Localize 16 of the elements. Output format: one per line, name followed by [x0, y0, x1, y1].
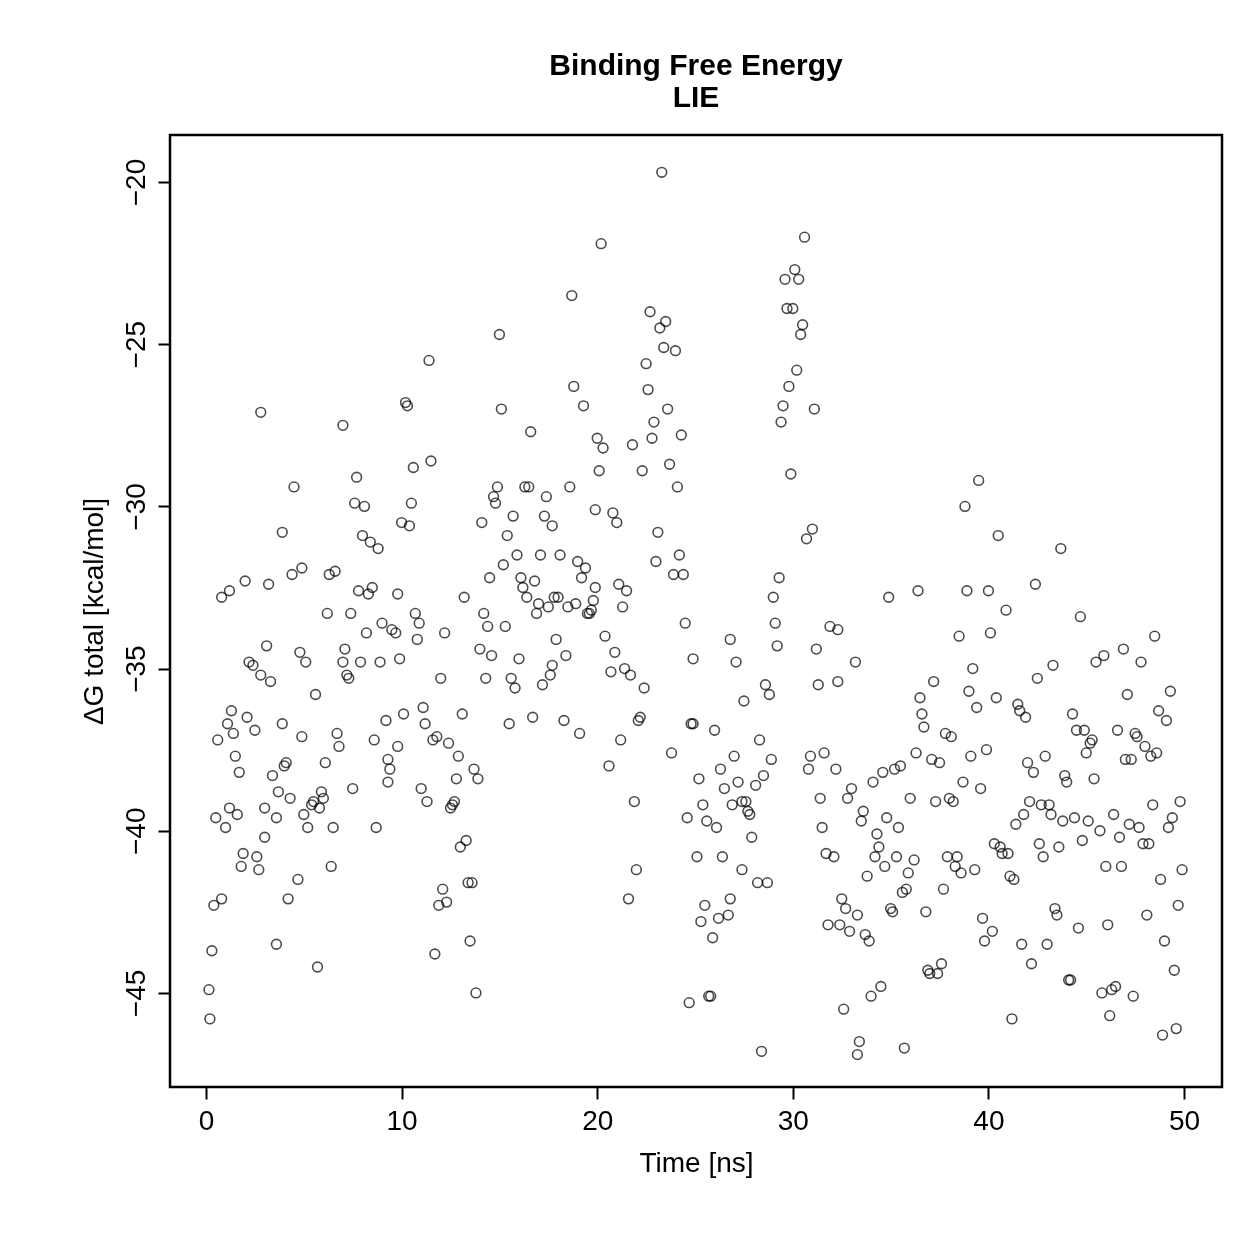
y-tick-label: −30 [119, 483, 151, 531]
y-tick-label: −35 [119, 645, 151, 693]
x-tick-label: 40 [973, 1104, 1005, 1136]
y-tick-label: −40 [119, 807, 151, 855]
y-tick-label: −45 [119, 969, 151, 1018]
x-tick-label: 10 [386, 1104, 418, 1136]
y-axis-title: ΔG total [kcal/mol] [77, 497, 109, 726]
y-tick-label: −20 [119, 158, 151, 207]
x-tick-label: 50 [1168, 1104, 1201, 1136]
x-tick-label: 20 [582, 1104, 614, 1136]
x-axis-title: Time [ns] [639, 1146, 754, 1178]
chart-subtitle: LIE [672, 80, 720, 113]
y-tick-label: −25 [119, 320, 151, 369]
chart-title: Binding Free Energy [549, 48, 843, 81]
x-tick-label: 30 [777, 1104, 809, 1136]
x-tick-label: 0 [198, 1104, 215, 1136]
